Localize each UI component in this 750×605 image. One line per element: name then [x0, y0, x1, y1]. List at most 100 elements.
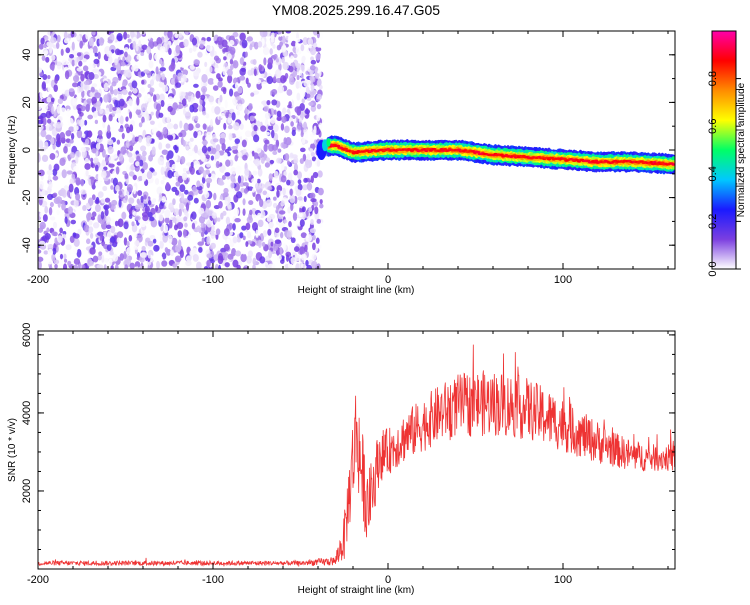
noise-speckle: [207, 78, 215, 85]
noise-speckle: [123, 250, 127, 260]
noise-speckle: [108, 163, 115, 168]
noise-speckle: [118, 153, 124, 161]
noise-speckle: [120, 146, 127, 155]
noise-speckle: [68, 88, 75, 93]
noise-speckle: [213, 254, 218, 262]
noise-speckle: [138, 136, 143, 143]
noise-speckle: [109, 218, 116, 227]
noise-speckle: [202, 88, 206, 97]
noise-speckle: [207, 146, 212, 152]
noise-speckle: [310, 59, 317, 65]
noise-speckle: [255, 78, 262, 85]
noise-speckle: [43, 250, 49, 255]
noise-speckle: [243, 266, 248, 269]
noise-speckle: [238, 75, 246, 81]
noise-speckle: [131, 221, 135, 227]
noise-speckle: [317, 187, 324, 196]
colorbar-tick-label: 0.8: [707, 71, 719, 86]
noise-speckle: [185, 260, 192, 267]
noise-speckle: [297, 196, 303, 201]
noise-speckle: [88, 219, 93, 226]
noise-speckle: [210, 242, 216, 250]
noise-speckle: [132, 40, 137, 50]
noise-speckle: [310, 198, 317, 203]
noise-speckle: [303, 177, 308, 183]
noise-speckle: [63, 258, 68, 263]
noise-speckle: [146, 171, 153, 180]
noise-speckle: [111, 81, 117, 87]
noise-speckle: [140, 52, 145, 57]
noise-speckle: [227, 117, 232, 124]
noise-speckle: [93, 58, 100, 65]
noise-speckle: [143, 194, 147, 200]
noise-speckle: [259, 104, 264, 110]
noise-speckle: [188, 47, 193, 54]
colorbar-tick-label: 0.6: [707, 119, 719, 134]
noise-speckle: [300, 147, 306, 153]
noise-speckle: [160, 99, 165, 108]
noise-speckle: [242, 182, 249, 187]
noise-speckle: [273, 196, 277, 201]
noise-speckle: [160, 179, 165, 185]
noise-speckle: [271, 129, 275, 139]
noise-speckle: [281, 116, 287, 124]
noise-speckle: [72, 97, 77, 106]
noise-speckle: [84, 163, 91, 170]
noise-speckle: [57, 98, 64, 105]
noise-speckle: [78, 60, 83, 67]
noise-speckle: [94, 164, 99, 172]
noise-speckle: [248, 103, 253, 112]
colorbar-tick-label: 0.0: [707, 261, 719, 276]
noise-speckle: [140, 87, 145, 93]
noise-speckle: [167, 96, 173, 101]
noise-speckle: [232, 259, 239, 268]
noise-speckle: [107, 55, 113, 64]
noise-speckle: [146, 114, 150, 122]
noise-speckle: [158, 202, 164, 210]
noise-speckle: [102, 114, 107, 123]
noise-speckle: [80, 189, 87, 195]
noise-speckle: [206, 36, 212, 42]
signal-band: [350, 150, 355, 153]
noise-speckle: [80, 80, 85, 89]
noise-speckle: [276, 189, 280, 198]
noise-speckle: [97, 129, 103, 137]
noise-speckle: [193, 59, 200, 66]
noise-speckle: [166, 122, 174, 130]
noise-speckle: [128, 197, 135, 204]
noise-speckle: [106, 130, 112, 139]
noise-speckle: [209, 57, 215, 65]
noise-speckle: [40, 112, 47, 118]
noise-speckle: [250, 67, 254, 76]
noise-speckle: [247, 186, 254, 191]
noise-speckle: [172, 102, 179, 111]
noise-speckle: [229, 64, 234, 71]
noise-speckle: [237, 103, 243, 112]
snr-y-tick-label: 2000: [21, 479, 33, 503]
noise-speckle: [56, 60, 62, 70]
noise-speckle: [60, 48, 64, 56]
noise-speckle: [170, 78, 176, 85]
noise-speckle: [85, 169, 89, 177]
noise-speckle: [265, 199, 273, 208]
noise-speckle: [286, 89, 293, 96]
noise-speckle: [308, 44, 312, 49]
noise-speckle: [61, 202, 66, 211]
noise-speckle: [256, 196, 262, 201]
noise-speckle: [293, 163, 298, 172]
noise-speckle: [128, 145, 134, 152]
noise-speckle: [248, 152, 253, 161]
noise-speckle: [212, 85, 219, 91]
noise-speckle: [93, 222, 100, 229]
noise-speckle: [168, 47, 172, 56]
noise-speckle: [270, 241, 274, 247]
noise-speckle: [253, 152, 259, 161]
noise-speckle: [270, 31, 277, 34]
noise-speckle: [300, 44, 305, 52]
noise-speckle: [86, 257, 93, 267]
noise-speckle: [295, 189, 302, 197]
noise-speckle: [50, 37, 57, 44]
noise-speckle: [152, 171, 158, 176]
noise-speckle: [188, 141, 194, 148]
noise-speckle: [302, 184, 308, 191]
